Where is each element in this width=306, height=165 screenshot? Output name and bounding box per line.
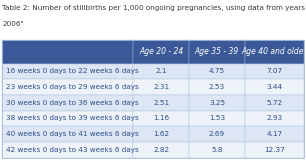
Text: Age 20 - 24: Age 20 - 24 (139, 47, 183, 56)
Bar (245, 126, 304, 142)
Bar (245, 111, 304, 126)
Text: 4.17: 4.17 (266, 131, 282, 137)
Bar (245, 40, 304, 64)
Text: 3.44: 3.44 (266, 84, 282, 90)
Text: 2.93: 2.93 (266, 115, 282, 121)
Bar (189, 95, 245, 111)
Bar (133, 142, 189, 158)
Text: 2.1: 2.1 (155, 68, 167, 74)
Text: 23 weeks 0 days to 29 weeks 6 days: 23 weeks 0 days to 29 weeks 6 days (6, 84, 138, 90)
Text: 12.37: 12.37 (264, 147, 285, 153)
Bar (133, 40, 189, 64)
Bar (2, 79, 133, 95)
Bar (2, 40, 133, 64)
Bar (189, 142, 245, 158)
Text: 3.25: 3.25 (209, 100, 225, 106)
Text: 4.75: 4.75 (209, 68, 225, 74)
Text: 42 weeks 0 days to 43 weeks 6 days: 42 weeks 0 days to 43 weeks 6 days (6, 147, 138, 153)
Text: 2.53: 2.53 (209, 84, 225, 90)
Bar (245, 79, 304, 95)
Text: Table 2: Number of stillbirths per 1,000 ongoing pregnancies, using data from ye: Table 2: Number of stillbirths per 1,000… (2, 5, 306, 11)
Text: 2006ᵃ: 2006ᵃ (2, 21, 24, 27)
Bar (133, 95, 189, 111)
Bar (2, 95, 133, 111)
Text: 30 weeks 0 days to 36 weeks 6 days: 30 weeks 0 days to 36 weeks 6 days (6, 100, 138, 106)
Bar (189, 64, 245, 79)
Bar (189, 111, 245, 126)
Text: 38 weeks 0 days to 39 weeks 6 days: 38 weeks 0 days to 39 weeks 6 days (6, 115, 138, 121)
Bar (189, 40, 245, 64)
Text: 7.07: 7.07 (266, 68, 282, 74)
Bar (133, 79, 189, 95)
Bar (189, 79, 245, 95)
Text: 2.31: 2.31 (153, 84, 169, 90)
Bar (2, 40, 304, 158)
Bar (245, 95, 304, 111)
Bar (133, 64, 189, 79)
Bar (245, 142, 304, 158)
Text: 2.51: 2.51 (153, 100, 169, 106)
Text: 5.72: 5.72 (266, 100, 282, 106)
Text: 1.62: 1.62 (153, 131, 169, 137)
Text: 1.53: 1.53 (209, 115, 225, 121)
Text: 16 weeks 0 days to 22 weeks 6 days: 16 weeks 0 days to 22 weeks 6 days (6, 68, 138, 74)
Bar (2, 64, 133, 79)
Bar (133, 126, 189, 142)
Bar (2, 111, 133, 126)
Bar (189, 126, 245, 142)
Text: 5.8: 5.8 (211, 147, 223, 153)
Text: 2.82: 2.82 (153, 147, 169, 153)
Text: 1.16: 1.16 (153, 115, 169, 121)
Bar (2, 142, 133, 158)
Text: Age 40 and older: Age 40 and older (241, 47, 306, 56)
Text: 40 weeks 0 days to 41 weeks 6 days: 40 weeks 0 days to 41 weeks 6 days (6, 131, 138, 137)
Bar (245, 64, 304, 79)
Bar (133, 111, 189, 126)
Text: 2.69: 2.69 (209, 131, 225, 137)
Text: Age 35 - 39: Age 35 - 39 (195, 47, 239, 56)
Bar (2, 126, 133, 142)
